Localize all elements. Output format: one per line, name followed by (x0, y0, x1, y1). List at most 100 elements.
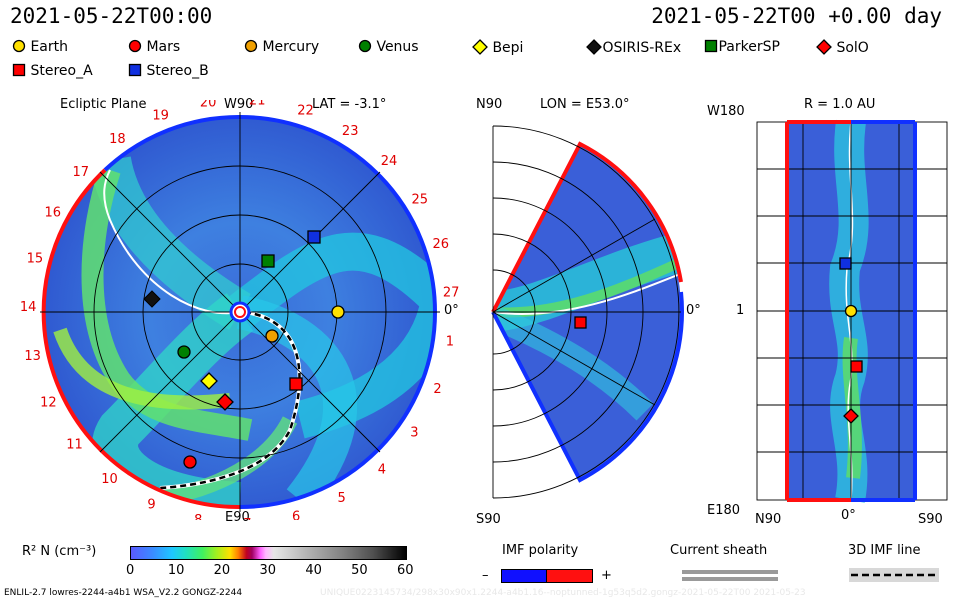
parkersp-marker (261, 254, 275, 268)
mars-marker (183, 455, 197, 469)
bepi-marker-icon (472, 39, 488, 55)
solo-marker-icon (816, 39, 832, 55)
imf-polarity-plus: + (601, 568, 612, 583)
carrington-label: 10 (101, 472, 118, 487)
meridional-zero-label: 0° (686, 303, 701, 318)
current-sheath-swatch (682, 570, 778, 574)
ecliptic-bottom-label: E90 (225, 510, 250, 525)
legend-earth: Earth (12, 39, 68, 55)
carrington-label: 6 (292, 510, 300, 521)
ecliptic-zero-label: 0° (444, 303, 459, 318)
imf-line-title: 3D IMF line (848, 543, 921, 558)
negative-polarity-boundary (491, 141, 683, 313)
meridional-bottom-label: S90 (476, 512, 501, 527)
footer-right: UNIQUE0223145734/298x30x90x1.2244-a4b1.1… (320, 588, 806, 598)
venus-marker (177, 345, 191, 359)
radial-mid-label: 1 (736, 303, 745, 318)
meridional-plot (491, 125, 684, 499)
current-sheath-swatch (682, 577, 778, 581)
solo-marker (843, 408, 859, 424)
carrington-label: 20 (200, 100, 217, 110)
carrington-label: 17 (73, 165, 90, 180)
carrington-label: 23 (342, 124, 359, 139)
osiris-rex-marker-icon (586, 39, 602, 55)
solar-wind-stream (228, 232, 435, 439)
legend-stereo-a: Stereo_A (12, 63, 93, 79)
ecliptic-top-label: W90 (224, 97, 254, 112)
carrington-label: 8 (194, 513, 202, 520)
radial-plot (756, 119, 948, 503)
legend-solo: SolO (816, 39, 869, 56)
radial-top-label: W180 (707, 104, 745, 119)
mars-marker-icon (128, 39, 142, 53)
colorbar-tick-label: 30 (259, 563, 277, 578)
earth-marker-icon (12, 39, 26, 53)
carrington-label: 11 (66, 438, 83, 453)
positive-polarity-boundary (103, 114, 241, 172)
carrington-label: 21 (249, 100, 266, 109)
legend-stereo-b: Stereo_B (128, 63, 209, 79)
meridional-top-label: N90 (476, 97, 503, 112)
radial-x-label-s90: S90 (918, 512, 943, 527)
earth-marker (844, 304, 858, 318)
ecliptic-title: Ecliptic Plane (60, 97, 147, 112)
imf-polarity-title: IMF polarity (502, 543, 579, 558)
radial-x-label-0: 0° (841, 508, 856, 523)
density-streamer (842, 336, 862, 479)
mercury-marker (265, 329, 279, 343)
carrington-label: 12 (40, 396, 57, 411)
carrington-label: 3 (410, 426, 418, 441)
ecliptic-lat-label: LAT = -3.1° (312, 97, 387, 112)
mercury-marker-icon (244, 39, 258, 53)
legend-earth-label: Earth (30, 39, 68, 55)
carrington-label: 13 (24, 349, 41, 364)
bepi-marker (200, 372, 218, 390)
carrington-label: 5 (338, 491, 346, 506)
positive-polarity-boundary (491, 291, 684, 483)
colorbar-tick-label: 20 (213, 563, 231, 578)
carrington-label: 1 (446, 335, 454, 350)
carrington-label: 16 (45, 206, 62, 221)
legend-mars: Mars (128, 39, 180, 55)
legend-solo-label: SolO (836, 40, 869, 56)
ecliptic-plane-plot: 1234567891011121314151617181920212223242… (20, 100, 460, 520)
osiris-rex-marker (143, 290, 161, 308)
imf-polarity-minus: – (482, 568, 489, 583)
solo-marker (216, 393, 234, 411)
carrington-label: 15 (27, 251, 44, 266)
carrington-label: 4 (378, 463, 386, 478)
legend-bepi-label: Bepi (492, 40, 524, 56)
meridional-grid (492, 125, 681, 499)
legend-venus: Venus (358, 39, 419, 55)
carrington-label: 18 (109, 132, 126, 147)
imf-polarity-negative-bar (501, 569, 548, 583)
radial-r-label: R = 1.0 AU (804, 97, 876, 112)
legend-stereo-b-label: Stereo_B (146, 63, 209, 79)
colorbar-tick-label: 10 (167, 563, 185, 578)
carrington-label: 27 (443, 285, 460, 300)
stereo-b-marker-icon (128, 63, 142, 77)
colorbar-tick-label: 40 (305, 563, 322, 578)
negative-polarity-boundary (41, 168, 241, 510)
radial-x-label-n90: N90 (755, 512, 782, 527)
imf-3d-line (159, 310, 301, 490)
colorbar-tick-label: 0 (126, 563, 135, 578)
legend-mercury-label: Mercury (262, 39, 320, 55)
parkersp-marker-icon (704, 39, 718, 53)
datetime-right: 2021-05-22T00 +0.00 day (651, 4, 942, 28)
stereo-a-marker-icon (12, 63, 26, 77)
density-streamer (81, 166, 253, 441)
solar-wind-stream (493, 305, 654, 421)
meridional-lon-label: LON = E53.0° (540, 97, 630, 112)
colorbar-tick-label: 50 (351, 563, 368, 578)
radial-bottom-label: E180 (707, 503, 741, 518)
legend-bepi: Bepi (472, 39, 523, 56)
carrington-longitude-labels: 1234567891011121314151617181920212223242… (20, 100, 460, 520)
density-streamer (53, 327, 231, 410)
carrington-label: 22 (297, 103, 314, 118)
stereo-b-marker (839, 257, 852, 270)
imf-sector-line (103, 169, 241, 315)
carrington-label: 19 (152, 108, 169, 123)
carrington-label: 14 (20, 300, 37, 315)
imf-sector-line (493, 271, 682, 315)
